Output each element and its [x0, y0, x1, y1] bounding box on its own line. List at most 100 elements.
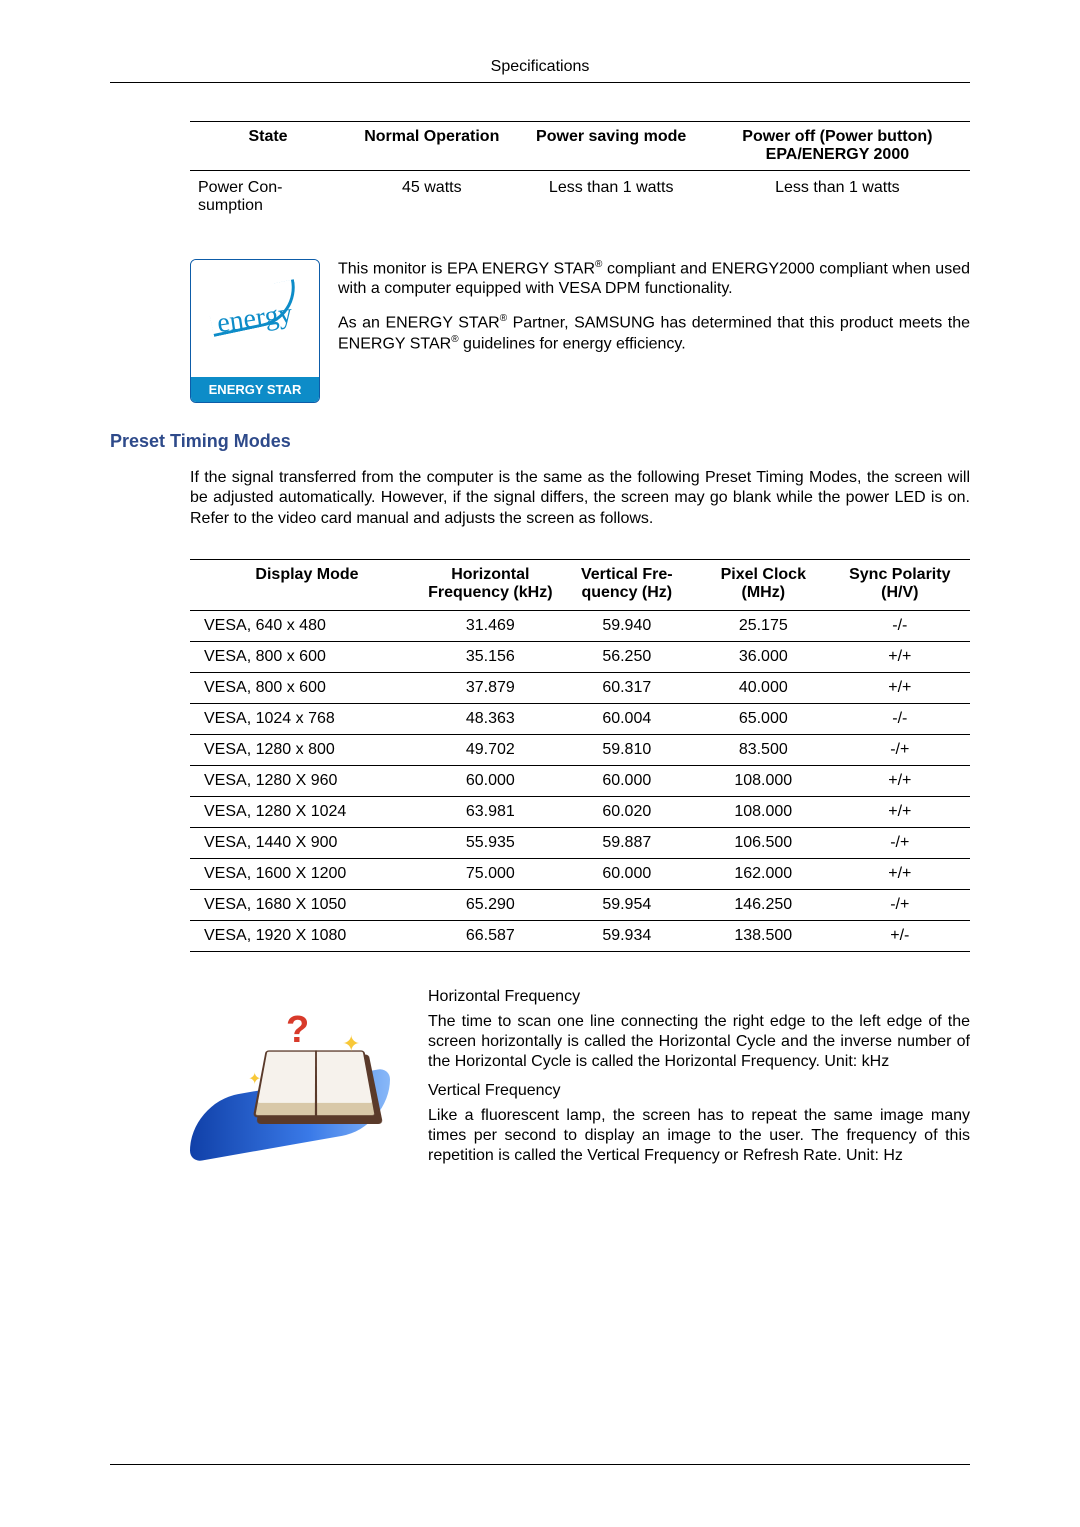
col-saving: Power saving mode: [518, 122, 705, 171]
cell-pclock: 162.000: [697, 859, 830, 890]
cell-hfreq: 49.702: [424, 735, 557, 766]
cell-vfreq: 59.940: [557, 611, 697, 642]
col-sync: Sync Polarity (H/V): [830, 560, 970, 611]
energy-star-block: energy ENERGY STAR This monitor is EPA E…: [190, 259, 970, 403]
cell-mode: VESA, 1600 X 1200: [190, 859, 424, 890]
vertical-freq-body: Like a fluorescent lamp, the screen has …: [428, 1106, 970, 1166]
cell-mode: VESA, 1280 X 960: [190, 766, 424, 797]
cell-label: Power Con­sumption: [190, 171, 346, 244]
cell-mode: VESA, 1920 X 1080: [190, 921, 424, 952]
sparkle-icon: ✦: [342, 1031, 360, 1057]
cell-sync: +/+: [830, 859, 970, 890]
energy-para-1: This monitor is EPA ENERGY STAR® complia…: [338, 259, 970, 299]
cell-mode: VESA, 1440 X 900: [190, 828, 424, 859]
cell-pclock: 108.000: [697, 797, 830, 828]
cell-sync: +/+: [830, 673, 970, 704]
cell-pclock: 25.175: [697, 611, 830, 642]
table-row: VESA, 1680 X 105065.29059.954146.250-/+: [190, 890, 970, 921]
cell-sync: -/-: [830, 704, 970, 735]
table-row: Power Con­sumption 45 watts Less than 1 …: [190, 171, 970, 244]
cell-vfreq: 60.000: [557, 766, 697, 797]
cell-off: Less than 1 watts: [705, 171, 970, 244]
cell-sync: -/+: [830, 890, 970, 921]
horizontal-freq-body: The time to scan one line connecting the…: [428, 1012, 970, 1072]
timing-content: If the signal transferred from the compu…: [190, 468, 970, 1176]
cell-vfreq: 59.887: [557, 828, 697, 859]
timing-intro: If the signal transferred from the compu…: [190, 468, 970, 529]
cell-vfreq: 60.020: [557, 797, 697, 828]
cell-hfreq: 60.000: [424, 766, 557, 797]
col-display-mode: Display Mode: [190, 560, 424, 611]
frequency-explanation: ? ✦ ✦ Horizontal Frequency The time to s…: [190, 988, 970, 1176]
cell-hfreq: 48.363: [424, 704, 557, 735]
table-row: VESA, 640 x 48031.46959.94025.175-/-: [190, 611, 970, 642]
energy-para-2: As an ENERGY STAR® Partner, SAMSUNG has …: [338, 313, 970, 354]
cell-pclock: 106.500: [697, 828, 830, 859]
cell-hfreq: 66.587: [424, 921, 557, 952]
cell-mode: VESA, 1280 x 800: [190, 735, 424, 766]
cell-vfreq: 56.250: [557, 642, 697, 673]
table-row: VESA, 1440 X 90055.93559.887106.500-/+: [190, 828, 970, 859]
cell-vfreq: 60.004: [557, 704, 697, 735]
cell-pclock: 40.000: [697, 673, 830, 704]
cell-normal: 45 watts: [346, 171, 518, 244]
cell-hfreq: 65.290: [424, 890, 557, 921]
cell-mode: VESA, 640 x 480: [190, 611, 424, 642]
cell-pclock: 108.000: [697, 766, 830, 797]
registered-icon: ®: [500, 313, 507, 324]
energy-star-logo-label: ENERGY STAR: [191, 377, 319, 402]
cell-sync: -/-: [830, 611, 970, 642]
cell-saving: Less than 1 watts: [518, 171, 705, 244]
cell-pclock: 138.500: [697, 921, 830, 952]
energy-star-logo: energy ENERGY STAR: [190, 259, 320, 403]
table-row: VESA, 1280 X 102463.98160.020108.000+/+: [190, 797, 970, 828]
cell-sync: +/+: [830, 766, 970, 797]
cell-mode: VESA, 800 x 600: [190, 642, 424, 673]
cell-hfreq: 55.935: [424, 828, 557, 859]
cell-pclock: 65.000: [697, 704, 830, 735]
table-row: VESA, 1600 X 120075.00060.000162.000+/+: [190, 859, 970, 890]
book-spine: [315, 1051, 317, 1118]
question-mark-icon: ?: [286, 1009, 309, 1052]
cell-vfreq: 60.317: [557, 673, 697, 704]
cell-mode: VESA, 1680 X 1050: [190, 890, 424, 921]
col-hfreq: Horizontal Frequency (kHz): [424, 560, 557, 611]
cell-mode: VESA, 1024 x 768: [190, 704, 424, 735]
horizontal-freq-heading: Horizontal Frequency: [428, 988, 970, 1006]
cell-sync: +/+: [830, 797, 970, 828]
table-row: VESA, 1024 x 76848.36360.00465.000-/-: [190, 704, 970, 735]
cell-vfreq: 59.954: [557, 890, 697, 921]
sparkle-icon: ✦: [248, 1069, 261, 1089]
table-row: VESA, 800 x 60037.87960.31740.000+/+: [190, 673, 970, 704]
section-heading-timing: Preset Timing Modes: [110, 431, 970, 452]
table-row: VESA, 1920 X 108066.58759.934138.500+/-: [190, 921, 970, 952]
cell-sync: +/+: [830, 642, 970, 673]
cell-mode: VESA, 1280 X 1024: [190, 797, 424, 828]
col-normal: Normal Opera­tion: [346, 122, 518, 171]
cell-hfreq: 31.469: [424, 611, 557, 642]
col-off: Power off (Power but­ton) EPA/ENERGY 200…: [705, 122, 970, 171]
table-header-row: State Normal Opera­tion Power saving mod…: [190, 122, 970, 171]
table-row: VESA, 800 x 60035.15656.25036.000+/+: [190, 642, 970, 673]
power-consumption-table: State Normal Opera­tion Power saving mod…: [190, 121, 970, 243]
main-content: State Normal Opera­tion Power saving mod…: [190, 121, 970, 403]
cell-pclock: 146.250: [697, 890, 830, 921]
col-vfreq: Vertical Fre­quency (Hz): [557, 560, 697, 611]
cell-vfreq: 60.000: [557, 859, 697, 890]
cell-hfreq: 37.879: [424, 673, 557, 704]
registered-icon: ®: [451, 334, 458, 345]
cell-hfreq: 63.981: [424, 797, 557, 828]
col-pclock: Pixel Clock (MHz): [697, 560, 830, 611]
table-row: VESA, 1280 x 80049.70259.81083.500-/+: [190, 735, 970, 766]
cell-hfreq: 35.156: [424, 642, 557, 673]
cell-pclock: 83.500: [697, 735, 830, 766]
cell-sync: +/-: [830, 921, 970, 952]
cell-vfreq: 59.934: [557, 921, 697, 952]
cell-vfreq: 59.810: [557, 735, 697, 766]
cell-sync: -/+: [830, 735, 970, 766]
col-state: State: [190, 122, 346, 171]
cell-sync: -/+: [830, 828, 970, 859]
table-row: VESA, 1280 X 96060.00060.000108.000+/+: [190, 766, 970, 797]
energy-star-text: This monitor is EPA ENERGY STAR® complia…: [338, 259, 970, 368]
frequency-text: Horizontal Frequency The time to scan on…: [428, 988, 970, 1176]
